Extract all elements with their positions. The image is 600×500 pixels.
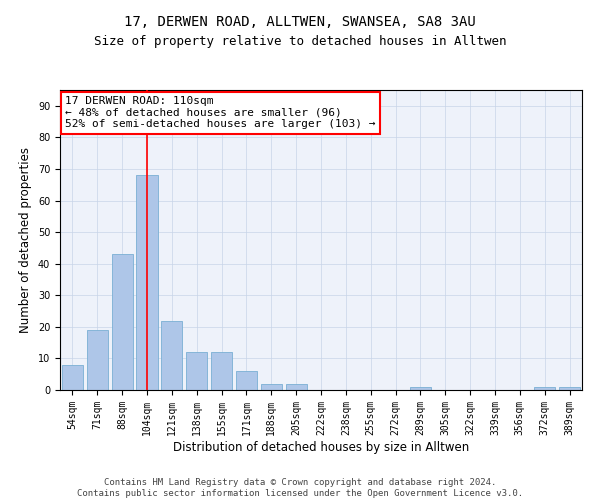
- Text: 17, DERWEN ROAD, ALLTWEN, SWANSEA, SA8 3AU: 17, DERWEN ROAD, ALLTWEN, SWANSEA, SA8 3…: [124, 15, 476, 29]
- Bar: [186, 352, 207, 390]
- Y-axis label: Number of detached properties: Number of detached properties: [19, 147, 32, 333]
- Bar: [62, 364, 83, 390]
- Bar: [161, 320, 182, 390]
- Bar: [559, 387, 580, 390]
- Bar: [236, 371, 257, 390]
- Text: 17 DERWEN ROAD: 110sqm
← 48% of detached houses are smaller (96)
52% of semi-det: 17 DERWEN ROAD: 110sqm ← 48% of detached…: [65, 96, 376, 129]
- Bar: [261, 384, 282, 390]
- Bar: [211, 352, 232, 390]
- Bar: [112, 254, 133, 390]
- Bar: [410, 387, 431, 390]
- Text: Contains HM Land Registry data © Crown copyright and database right 2024.
Contai: Contains HM Land Registry data © Crown c…: [77, 478, 523, 498]
- Bar: [286, 384, 307, 390]
- Bar: [87, 330, 108, 390]
- X-axis label: Distribution of detached houses by size in Alltwen: Distribution of detached houses by size …: [173, 440, 469, 454]
- Bar: [136, 176, 158, 390]
- Bar: [534, 387, 555, 390]
- Text: Size of property relative to detached houses in Alltwen: Size of property relative to detached ho…: [94, 35, 506, 48]
